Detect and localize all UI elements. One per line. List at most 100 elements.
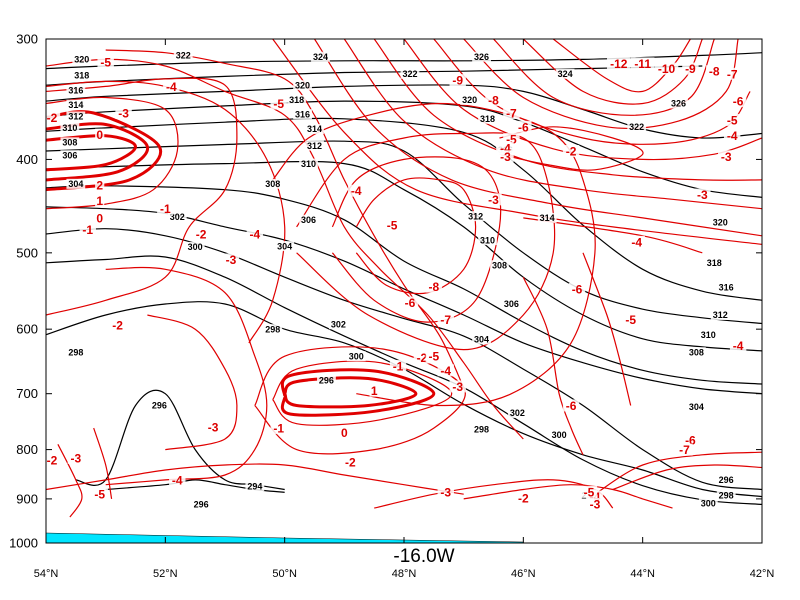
contour-label-bg	[95, 128, 105, 141]
contour-label-bg	[66, 347, 86, 358]
contour-label-bg	[676, 443, 693, 456]
contour-label-bg	[60, 122, 80, 133]
contour-label-bg	[305, 124, 324, 135]
contour-label-bg	[716, 282, 736, 293]
theta-contour-label: 324	[558, 69, 573, 79]
contour-label-bg	[339, 426, 349, 439]
red-contour-1-1	[46, 122, 149, 182]
red-contour-label: -3	[721, 150, 732, 164]
contour-label-bg	[729, 339, 747, 352]
theta-contour-label: 312	[468, 211, 483, 221]
red-contour-label: -5	[727, 113, 738, 127]
contour-label-bg	[449, 380, 466, 393]
contour-label-bg	[97, 56, 114, 69]
theta-contour-302-9	[46, 228, 762, 491]
theta-contour-label: 318	[289, 95, 304, 105]
red-contour-label: -6	[518, 120, 529, 134]
contour-label-bg	[43, 453, 61, 466]
y-tick-label: 700	[16, 386, 38, 401]
contour-label-bg	[305, 140, 324, 151]
red-contour-0-6	[280, 368, 436, 417]
red-contour-label: -9	[452, 74, 463, 88]
contour-label-bg	[497, 150, 514, 163]
theta-contour-316-2	[46, 84, 762, 139]
red-contour-label: 1	[96, 194, 103, 208]
contour-label-bg	[437, 485, 454, 498]
contour-label-bg	[607, 57, 631, 70]
contour-label-bg	[425, 350, 443, 363]
theta-contour-label: 306	[301, 215, 316, 225]
red-contour-label: -3	[488, 193, 499, 207]
red-contour-neg12-23	[552, 39, 691, 93]
contour-label-bg	[317, 375, 336, 386]
red-contour-label: -5	[100, 56, 111, 70]
red-contour-label: -7	[440, 313, 451, 327]
contour-label-bg	[502, 299, 521, 310]
theta-contour-label: 300	[552, 430, 567, 440]
red-contour-neg5-21	[582, 252, 632, 406]
theta-contour-label: 304	[68, 179, 83, 189]
red-contour-label: -3	[440, 485, 451, 499]
contour-label-bg	[400, 68, 420, 79]
red-contour-label: -6	[572, 282, 583, 296]
contour-label-bg	[222, 253, 240, 266]
red-contour-label: -3	[226, 253, 237, 267]
theta-contour-label: 310	[301, 159, 316, 169]
contour-label-bg	[723, 129, 741, 142]
contour-labels: 3203183163143123103083063043023002982982…	[43, 50, 747, 511]
theta-contour-label: 322	[176, 51, 191, 61]
contour-label-bg	[472, 424, 491, 435]
theta-contour-label: 302	[170, 212, 185, 222]
contour-label-bg	[682, 434, 699, 447]
contour-label-bg	[437, 364, 454, 377]
red-contour-1-5	[283, 376, 418, 409]
contour-label-bg	[109, 318, 126, 331]
theta-contour-label: 308	[492, 260, 507, 270]
contour-label-bg	[263, 178, 283, 189]
red-contour-label: -2	[518, 491, 529, 505]
contour-label-bg	[478, 235, 497, 246]
theta-contour-label: 302	[331, 319, 346, 329]
red-contour-label: -12	[610, 57, 628, 71]
y-tick-label: 500	[16, 245, 38, 260]
red-contour-label: -2	[417, 351, 428, 365]
red-contour-label: -5	[584, 485, 595, 499]
y-tick-label: 1000	[9, 536, 38, 551]
theta-contour-label: 298	[474, 424, 489, 434]
red-contour-neg4-31	[314, 39, 762, 237]
x-tick-label: 52°N	[153, 568, 178, 580]
red-contour-label: -5	[387, 219, 398, 233]
contour-label-bg	[562, 144, 580, 157]
contour-label-bg	[185, 241, 205, 252]
contour-label-bg	[167, 212, 187, 223]
red-contour-neg5-11	[46, 463, 464, 495]
contour-label-bg	[627, 121, 647, 132]
y-tick-label: 600	[16, 322, 38, 337]
contour-label-bg	[485, 193, 502, 206]
contour-label-bg	[729, 95, 747, 108]
contour-label-bg	[60, 150, 80, 161]
theta-contour-306-7	[46, 185, 762, 385]
contour-label-bg	[79, 223, 96, 236]
contour-label-bg	[503, 106, 520, 119]
red-contour-label: -6	[685, 434, 696, 448]
contour-label-bg	[91, 488, 108, 501]
theta-contour-label: 318	[707, 258, 722, 268]
theta-contour-300-10	[46, 255, 762, 505]
x-tick-label: 54°N	[34, 568, 59, 580]
contour-label-bg	[115, 106, 132, 119]
contour-label-bg	[704, 257, 724, 268]
x-tick-label: 44°N	[630, 568, 655, 580]
x-axis: 54°N 52°N 50°N 48°N 46°N 44°N 42°N	[34, 39, 774, 580]
red-contour-neg4-17	[296, 132, 556, 351]
theta-contour-label: 296	[719, 475, 734, 485]
red-contour-label: -1	[160, 202, 171, 216]
red-contour-label: -5	[625, 313, 636, 327]
theta-contour-label: 294	[247, 481, 262, 491]
red-contour-neg3-14	[46, 80, 286, 344]
theta-contour-label: 308	[62, 138, 77, 148]
red-contour-label: -11	[634, 57, 651, 71]
contour-label-bg	[472, 51, 491, 62]
theta-contour-label: 314	[307, 124, 322, 134]
theta-contour-label: 320	[295, 80, 310, 90]
